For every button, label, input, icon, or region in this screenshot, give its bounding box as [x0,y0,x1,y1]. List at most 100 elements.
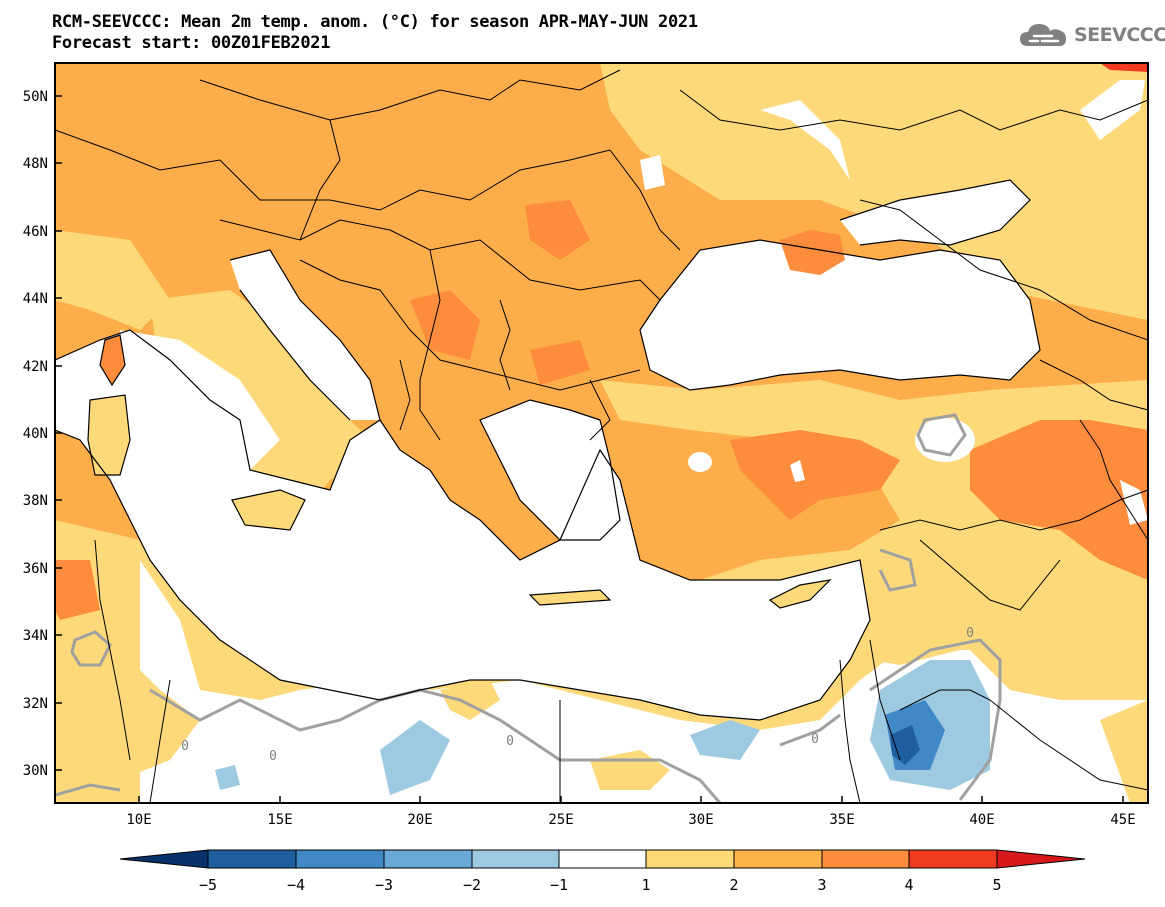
corsica-island [100,335,125,385]
adriatic-sea [230,250,380,420]
anomaly-neutral-patch-2 [688,452,712,472]
colorbar-tick: 1 [641,876,650,894]
anomaly-1-2-cyrenaica [440,680,500,720]
river-patch [760,100,850,180]
anomaly-neg-3-4-arabia [890,725,920,765]
colorbar-seg-3-4 [821,849,910,869]
contour-labels: 0 0 0 0 0 [181,626,974,764]
lat-axis: 50N 48N 46N 44N 42N 40N 38N 36N 34N 32N … [23,89,62,779]
anomaly-3-4-bulgaria [530,340,590,385]
contour-label-2: 0 [269,749,277,764]
anomaly-1-2-levant [870,620,960,665]
sardinia-coast [87,394,131,476]
lat-tick-50N: 50N [23,89,62,105]
contour-south [55,783,121,797]
anomaly-neg-1-2-sahara [215,765,240,790]
lon-tick-20E: 20E [407,796,433,828]
colorbar-seg-4-5 [908,849,998,869]
zero-contours [55,413,1002,803]
lon-label: 15E [267,812,292,828]
colorbar-seg-1-1 [558,849,647,869]
lat-tick-32N: 32N [23,696,62,712]
crete-coast [528,589,612,606]
anomaly-3-4-west [55,560,100,620]
lon-label: 35E [829,812,854,828]
lat-label: 48N [23,156,48,172]
azov-sea [840,180,1030,245]
crimea-peninsula [780,230,845,275]
colorbar-seg-4-3 [295,849,385,869]
colorbar-tick: −2 [463,876,481,894]
map-title: RCM-SEEVCCC: Mean 2m temp. anom. (°C) fo… [52,12,698,54]
lat-label: 40N [23,426,48,442]
lat-label: 46N [23,224,48,240]
anomaly-field: 0 0 0 0 0 [55,63,1148,803]
anomaly-3-4-anatolia [730,430,900,520]
contour-label-5: 0 [966,626,974,641]
colorbar-seg-1-2 [645,849,735,869]
lon-tick-35E: 35E [829,796,855,828]
colorbar-ticks: −5 −4 −3 −2 −1 1 2 3 4 5 [199,876,1002,894]
lon-label: 30E [688,812,713,828]
anomaly-1-2-libya [55,630,200,780]
lat-tick-44N: 44N [23,291,62,307]
lat-label: 50N [23,89,48,105]
sicily-island [232,490,305,530]
coastlines [55,179,1041,721]
lake-patch [640,155,665,190]
sardinia-island [88,395,130,475]
black-sea-coast [639,239,1041,391]
colorbar-tick: −4 [287,876,305,894]
aegean-sea [480,400,620,540]
lon-tick-10E: 10E [126,796,152,828]
lon-label: 40E [969,812,994,828]
lon-label: 10E [126,812,151,828]
seevccc-logo: SEEVCCC [1018,20,1165,50]
med-coast [55,329,871,721]
lon-axis: 10E 15E 20E 25E 30E 35E 40E 45E [126,796,1136,828]
cyprus-island [770,580,830,608]
logo-text: SEEVCCC [1074,24,1165,46]
contour-label-4: 0 [811,732,819,747]
adriatic-coast [229,249,381,421]
title-line-2: Forecast start: 00Z01FEB2021 [52,33,331,53]
contour-libya [149,688,722,803]
cloud-icon [1020,24,1066,46]
lat-tick-38N: 38N [23,493,62,509]
contour-arabia [869,638,1002,801]
lat-label: 32N [23,696,48,712]
colorbar-tick: 5 [992,876,1001,894]
colorbar-seg-2-1 [471,849,560,869]
corsica-coast [99,334,126,387]
lat-label: 34N [23,628,48,644]
tyrrhenian-sea [120,330,280,470]
colorbar-tick: 2 [729,876,738,894]
anomaly-3-4-romania [525,200,590,260]
black-sea [640,240,1040,390]
anomaly-neg-1-2-egypt [690,720,760,760]
contour-tunisia-loop [70,630,112,667]
colorbar-tick: −3 [375,876,393,894]
cyprus-coast [768,579,832,609]
lon-tick-15E: 15E [267,796,293,828]
river-patch-2 [1080,80,1145,140]
azov-coast [839,179,1031,246]
east-patch-2 [790,460,805,482]
lat-tick-36N: 36N [23,561,62,577]
contour-egypt [779,713,841,747]
contour-turkey-loop [916,413,967,457]
lat-tick-48N: 48N [23,156,62,172]
anomaly-1-2-east [600,63,1148,320]
lat-tick-40N: 40N [23,426,62,442]
lat-label: 30N [23,763,48,779]
colorbar-seg-5-4 [207,849,297,869]
anomaly-1-2-southeast [1100,700,1148,803]
lat-label: 38N [23,493,48,509]
lon-tick-40E: 40E [969,796,995,828]
anomaly-3-4-balkans [410,290,480,360]
lat-tick-46N: 46N [23,224,62,240]
anomaly-4-5-ukraine [1100,63,1148,72]
mediterranean-sea [55,330,870,720]
colorbar-tick: 3 [817,876,826,894]
